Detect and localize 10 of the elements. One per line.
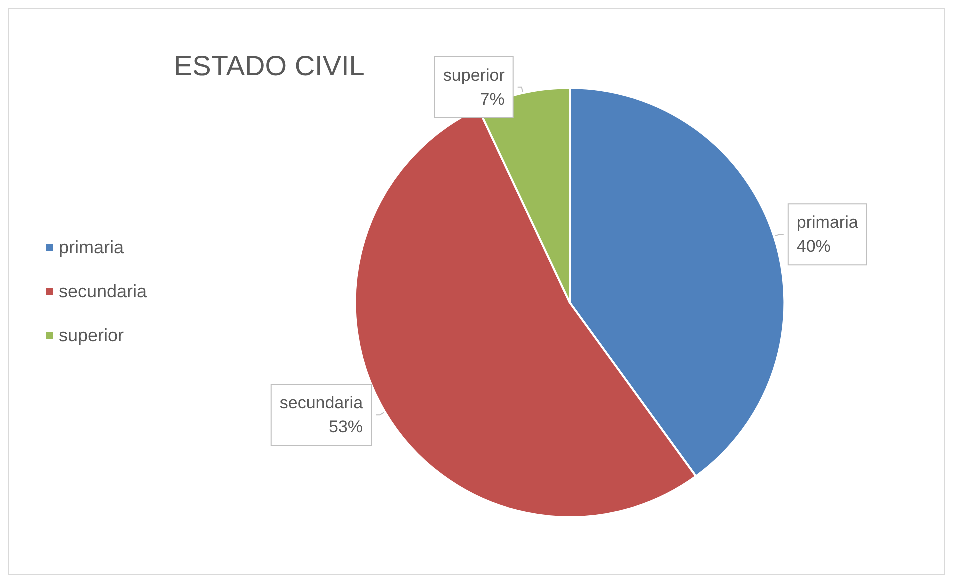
chart-title: ESTADO CIVIL: [174, 50, 365, 82]
legend-label: primaria: [59, 238, 125, 258]
slice-label: secundaria: [280, 394, 364, 413]
legend-label: secundaria: [59, 282, 148, 302]
legend-label: superior: [59, 326, 124, 346]
data-label: 53%: [329, 418, 364, 437]
data-label: 40%: [796, 237, 831, 256]
data-label: 7%: [480, 90, 505, 109]
slice-label: primaria: [796, 213, 859, 232]
slice-label: superior: [443, 66, 506, 85]
